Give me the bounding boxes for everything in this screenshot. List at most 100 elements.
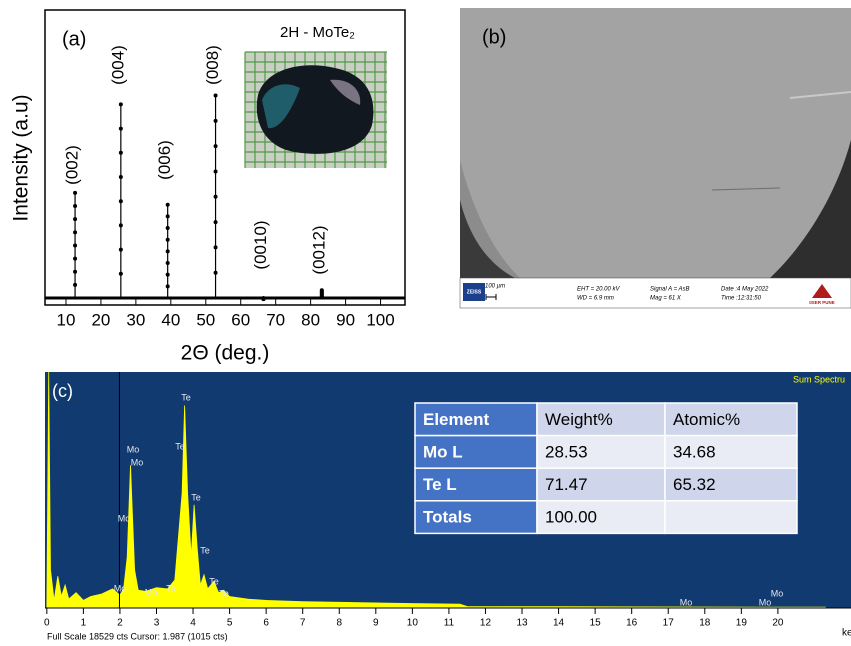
- x-tick-label: 3: [154, 618, 160, 629]
- x-tick-label: 30: [126, 310, 145, 329]
- table-header: Element: [423, 410, 489, 429]
- table-value: 34.68: [673, 442, 716, 461]
- peak-label: Mo: [771, 588, 784, 598]
- spectrum-area: [46, 371, 826, 609]
- x-tick-label: 20: [772, 618, 784, 629]
- table-header: Atomic%: [673, 410, 740, 429]
- xrd-chart: 10 20 30 40 50 60 70 80 90 100 (002) (004) (006) (008…: [10, 9, 406, 365]
- data-point: [118, 175, 123, 179]
- data-point: [73, 204, 78, 209]
- data-point: [73, 269, 78, 274]
- peak-label: Te: [209, 576, 219, 586]
- x-tick-label: 14: [553, 618, 565, 629]
- peak-label: (002): [63, 145, 82, 185]
- crystal-shine: [262, 84, 300, 129]
- data-point: [118, 150, 123, 155]
- peak-label: (0012): [309, 225, 328, 274]
- data-point: [165, 261, 170, 266]
- sem-feature: [711, 187, 781, 191]
- data-point: [213, 93, 218, 98]
- panel-label: (c): [52, 381, 73, 401]
- data-point: [213, 118, 218, 123]
- x-tick-label: 7: [300, 618, 306, 629]
- panel-label: (a): [62, 28, 86, 50]
- peak-label: Mo: [127, 444, 140, 454]
- x-tick-label: 8: [336, 618, 342, 629]
- peak-label: Mo: [759, 597, 772, 607]
- data-point: [118, 199, 123, 204]
- table-cell: [664, 467, 798, 502]
- peak-label: Te: [166, 583, 176, 593]
- table-value: Totals: [423, 508, 472, 527]
- x-tick-label: 12: [480, 618, 492, 629]
- table-cell: [414, 500, 538, 535]
- inset-title: 2H - MoTe₂: [280, 24, 355, 41]
- peak-label: Mo: [680, 597, 693, 607]
- data-point: [261, 296, 266, 301]
- sem-signal: Signal A = AsB: [650, 287, 690, 293]
- x-tick-label: 4: [190, 618, 196, 629]
- data-point: [73, 256, 78, 261]
- x-tick-label: 80: [301, 310, 320, 329]
- table-value: 100.00: [545, 508, 597, 527]
- logo-mark: [812, 284, 832, 298]
- x-tick-label: 10: [57, 310, 76, 329]
- data-point: [319, 295, 324, 300]
- data-point: [118, 126, 123, 131]
- table-cell: [414, 467, 538, 502]
- x-tick-label: 11: [444, 618, 455, 629]
- legend-label: Sum Spectru: [793, 374, 845, 384]
- data-point: [213, 245, 218, 250]
- x-tick-label: 18: [699, 618, 711, 629]
- axis-strip: [45, 608, 851, 646]
- data-point: [213, 270, 218, 275]
- footer: Full Scale 18529 cts Cursor: 1.987 (1015…: [47, 631, 228, 641]
- table-cell: [414, 434, 538, 469]
- peak-label: Mo: [145, 587, 158, 597]
- data-point: [165, 284, 170, 289]
- peak-label: Te: [200, 545, 210, 555]
- data-point: [118, 247, 123, 252]
- peak-label: Te: [191, 492, 201, 502]
- table-value: Te L: [423, 475, 457, 494]
- peak-label: (008): [203, 45, 222, 85]
- peak-label: (004): [108, 45, 127, 85]
- table-cell: [664, 500, 798, 535]
- x-tick-label: 2: [117, 618, 123, 629]
- sem-feature: [789, 91, 851, 99]
- sem-time: Time :12:31:50: [721, 296, 762, 302]
- data-point: [165, 272, 170, 277]
- x-axis-label: 2Θ (deg.): [181, 342, 270, 365]
- sem-brand: ZEISS: [467, 289, 482, 295]
- scale-bar: [485, 294, 497, 300]
- data-point: [213, 144, 218, 149]
- data-point: [165, 202, 170, 207]
- x-tick-label: 5: [227, 618, 233, 629]
- sem-background: [460, 200, 515, 278]
- sem-mag: Mag = 61 X: [650, 296, 682, 302]
- y-axis-label: Intensity (a.u): [10, 94, 33, 221]
- peak-label: Te: [181, 392, 191, 402]
- inset-photo: [244, 51, 387, 168]
- table-cell: [536, 500, 666, 535]
- x-tick-label: 13: [516, 618, 528, 629]
- x-tick-label: 19: [736, 618, 748, 629]
- data-point: [165, 237, 170, 242]
- data-point: [73, 282, 78, 287]
- x-tick-label: 6: [263, 618, 269, 629]
- plot-frame: [44, 9, 406, 306]
- peak-label: Mo: [114, 583, 127, 593]
- sem-background: [770, 140, 851, 278]
- table-cell: [536, 402, 666, 437]
- sem-info-bar: [459, 277, 851, 309]
- data-point: [73, 243, 78, 248]
- x-tick-label: 1: [81, 618, 87, 629]
- data-point: [165, 249, 170, 254]
- x-tick-label: 50: [196, 310, 215, 329]
- logo-box: [463, 283, 485, 301]
- x-tick-label: 15: [590, 618, 602, 629]
- x-tick-label: 17: [663, 618, 675, 629]
- sem-panel: ZEISS 100 µm EHT = 20.00 kV WD = 6.9 mm …: [459, 8, 851, 309]
- table-header: Weight%: [545, 410, 613, 429]
